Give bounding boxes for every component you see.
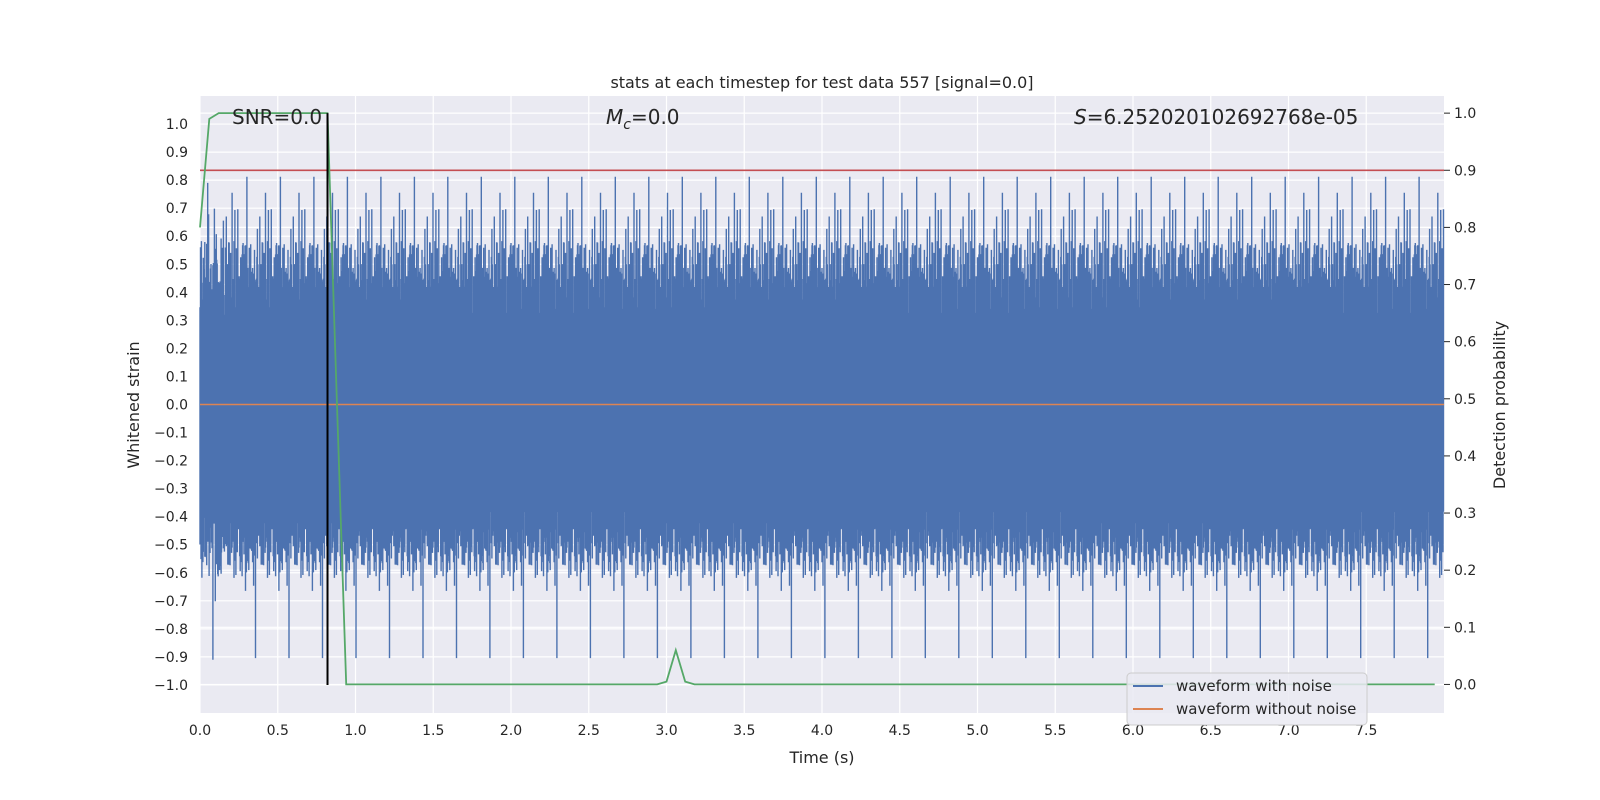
y-tick-label: 0.1	[166, 369, 188, 385]
y-tick-label: −0.6	[154, 566, 188, 582]
chirp-mass-annotation: Mc=0.0	[606, 105, 680, 133]
x-axis-ticks: 0.0 0.5 1.0 1.5 2.0 2.5 3.0 3.5 4.0 4.5 5.0 5.5 6.0 6…	[189, 723, 1378, 739]
mc-subscript: c	[623, 117, 631, 133]
y2-tick-label: 0.4	[1454, 449, 1476, 465]
y-tick-label: 0.4	[166, 285, 188, 301]
y2-tick-label: 0.8	[1454, 220, 1476, 236]
x-tick-label: 0.5	[267, 723, 289, 739]
y2-tick-label: 0.3	[1454, 506, 1476, 522]
y-tick-label: 0.5	[166, 257, 188, 273]
y2-tick-label: 0.9	[1454, 163, 1476, 179]
mc-symbol: M	[606, 105, 623, 129]
y2-tick-label: 0.5	[1454, 392, 1476, 408]
x-tick-label: 2.5	[578, 723, 600, 739]
legend-label-clean: waveform without noise	[1176, 700, 1356, 718]
y-tick-label: 0.3	[166, 313, 188, 329]
s-value: =6.252020102692768e-05	[1087, 105, 1359, 129]
x-tick-label: 2.0	[500, 723, 522, 739]
x-tick-label: 1.5	[422, 723, 444, 739]
y2-tick-label: 0.0	[1454, 677, 1476, 693]
x-tick-label: 3.5	[733, 723, 755, 739]
probability-line	[199, 112, 1435, 686]
x-tick-label: 6.0	[1122, 723, 1144, 739]
x-tick-label: 3.0	[655, 723, 677, 739]
mc-value: =0.0	[631, 105, 680, 129]
y-tick-label: −0.1	[154, 426, 188, 442]
y-tick-label: 0.6	[166, 229, 188, 245]
x-tick-label: 5.5	[1044, 723, 1066, 739]
y-tick-label: 0.0	[166, 398, 188, 414]
y-tick-label: 0.2	[166, 341, 188, 357]
y-tick-label: −0.2	[154, 454, 188, 470]
x-tick-label: 6.5	[1200, 723, 1222, 739]
snr-annotation: SNR=0.0	[232, 105, 322, 129]
y2-tick-label: 1.0	[1454, 106, 1476, 122]
y-tick-label: −0.5	[154, 538, 188, 554]
legend-label-noise: waveform with noise	[1176, 677, 1332, 695]
y-tick-label: −1.0	[154, 678, 188, 694]
y-tick-label: −0.7	[154, 594, 188, 610]
y2-tick-label: 0.1	[1454, 620, 1476, 636]
y-tick-label: −0.4	[154, 510, 188, 526]
x-tick-label: 5.0	[966, 723, 988, 739]
legend-box	[1126, 672, 1368, 726]
statistic-annotation: S=6.252020102692768e-05	[1074, 105, 1358, 129]
x-tick-label: 4.0	[811, 723, 833, 739]
y-tick-label: 0.7	[166, 201, 188, 217]
legend: waveform with noise waveform without noi…	[1126, 672, 1368, 726]
x-tick-label: 0.0	[189, 723, 211, 739]
x-axis-title: Time (s)	[788, 748, 854, 767]
x-tick-label: 4.5	[889, 723, 911, 739]
x-tick-label: 7.0	[1277, 723, 1299, 739]
y-axis-ticks: 1.0 0.9 0.8 0.7 0.6 0.5 0.4 0.3 0.2 0.1 0.0 −0.1 −0.…	[154, 117, 188, 694]
y-tick-label: 1.0	[166, 117, 188, 133]
x-tick-label: 1.0	[344, 723, 366, 739]
series-detection-probability	[199, 112, 1435, 686]
y2-axis-ticks: 1.0 0.9 0.8 0.7 0.6 0.5 0.4 0.3 0.2 0.1 0.0	[1444, 106, 1476, 693]
chart-title: stats at each timestep for test data 557…	[610, 73, 1033, 92]
y2-tick-label: 0.6	[1454, 335, 1476, 351]
y-tick-label: −0.9	[154, 650, 188, 666]
y2-tick-label: 0.7	[1454, 278, 1476, 294]
y-tick-label: 0.8	[166, 173, 188, 189]
y-axis-title: Whitened strain	[124, 341, 143, 468]
y-tick-label: −0.8	[154, 622, 188, 638]
y2-axis-title: Detection probability	[1490, 321, 1509, 489]
s-symbol: S	[1074, 105, 1087, 129]
y2-tick-label: 0.2	[1454, 563, 1476, 579]
y-tick-label: 0.9	[166, 145, 188, 161]
x-tick-label: 7.5	[1355, 723, 1377, 739]
y-tick-label: −0.3	[154, 482, 188, 498]
